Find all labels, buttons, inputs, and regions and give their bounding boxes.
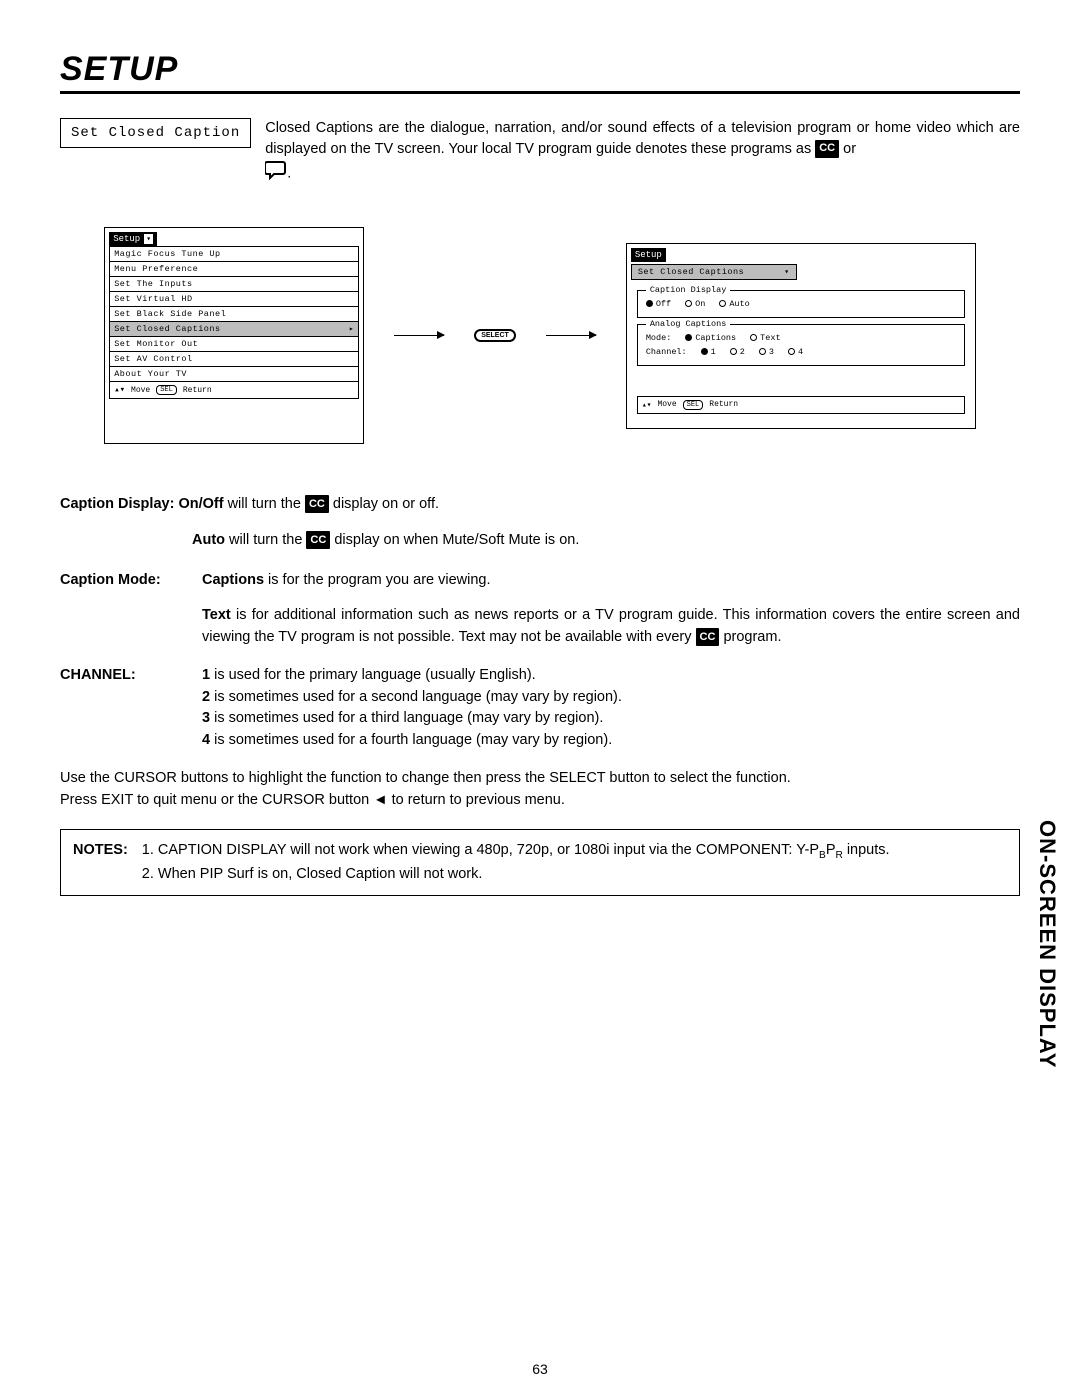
updown-icon: ▴▾ (642, 400, 652, 410)
caption-mode-block: Caption Mode: Captions is for the progra… (60, 570, 1020, 649)
radio-filled-icon (685, 334, 692, 341)
radio-ch2: 2 (730, 347, 745, 357)
osd-item: Set Virtual HD (110, 292, 358, 307)
ch-line-bold: 1 (202, 667, 210, 683)
ch-line-bold: 2 (202, 689, 210, 705)
osd-item: Set Monitor Out (110, 337, 358, 352)
cc-badge-icon: CC (696, 628, 720, 647)
radio-empty-icon (759, 348, 766, 355)
osd-left-panel: Setup▾ Magic Focus Tune Up Menu Preferen… (104, 227, 364, 444)
diagram-row: Setup▾ Magic Focus Tune Up Menu Preferen… (60, 227, 1020, 444)
radio-filled-icon (646, 300, 653, 307)
note1: 1. CAPTION DISPLAY will not work when vi… (142, 840, 1007, 864)
osd-right-sub: Set Closed Captions▾ (631, 264, 797, 280)
onoff-bold: On/Off (178, 496, 223, 512)
cc-badge-icon: CC (815, 140, 839, 158)
mode-label: Mode: (646, 333, 672, 343)
channel-block: CHANNEL: 1 is used for the primary langu… (60, 665, 1020, 752)
ch-line-text: is sometimes used for a fourth language … (210, 732, 612, 748)
caption-display-label: Caption Display: (60, 496, 174, 512)
analog-captions-fieldset: Analog Captions Mode: Captions Text Chan… (637, 324, 965, 366)
caption-mode-label: Caption Mode: (60, 570, 190, 649)
captions-bold: Captions (202, 572, 264, 588)
osd-item-highlighted: Set Closed Captions▸ (110, 322, 358, 337)
caption-display-fieldset: Caption Display Off On Auto (637, 290, 965, 318)
osd-item: Set AV Control (110, 352, 358, 367)
notes-list: 1. CAPTION DISPLAY will not work when vi… (142, 840, 1007, 885)
instructions: Use the CURSOR buttons to highlight the … (60, 768, 1020, 812)
radio-empty-icon (750, 334, 757, 341)
instr2: Press EXIT to quit menu or the CURSOR bu… (60, 790, 1020, 812)
notes-label: NOTES: (73, 840, 128, 885)
intro-text: Closed Captions are the dialogue, narrat… (265, 118, 1020, 187)
radio-empty-icon (685, 300, 692, 307)
intro-period: . (287, 165, 291, 181)
notes-box: NOTES: 1. CAPTION DISPLAY will not work … (60, 829, 1020, 896)
radio-text: Text (750, 333, 780, 343)
radio-ch4: 4 (788, 347, 803, 357)
fieldset-legend: Analog Captions (646, 319, 731, 329)
text-text2: program. (723, 629, 781, 645)
radio-empty-icon (788, 348, 795, 355)
osd-right-panel: Setup Set Closed Captions▾ Caption Displ… (626, 243, 976, 429)
page-number: 63 (532, 1361, 548, 1377)
side-tab: ON-SCREEN DISPLAY (1034, 820, 1060, 1068)
intro-or: or (843, 141, 856, 157)
speech-bubble-icon (265, 160, 287, 187)
arrow-icon (546, 335, 596, 336)
osd-left-title: Setup▾ (109, 232, 157, 246)
page-title: SETUP (60, 50, 1020, 94)
radio-auto: Auto (719, 299, 749, 309)
onoff-text2: display on or off. (333, 496, 439, 512)
intro-p1: Closed Captions are the dialogue, narrat… (265, 120, 1020, 157)
note2: 2. When PIP Surf is on, Closed Caption w… (142, 864, 1007, 885)
select-chip: SELECT (474, 329, 516, 342)
osd-left-menu: Magic Focus Tune Up Menu Preference Set … (109, 246, 359, 382)
cc-badge-icon: CC (305, 495, 329, 514)
auto-bold: Auto (192, 532, 225, 548)
auto-text2: display on when Mute/Soft Mute is on. (334, 532, 579, 548)
chevron-down-icon: ▾ (144, 234, 153, 244)
text-text1: is for additional information such as ne… (202, 607, 1020, 645)
osd-right-title: Setup (631, 248, 666, 262)
osd-item: About Your TV (110, 367, 358, 381)
updown-icon: ▴▾ (114, 385, 125, 395)
captions-text: is for the program you are viewing. (264, 572, 490, 588)
sel-pill-icon: SEL (683, 400, 704, 410)
chevron-down-icon: ▾ (784, 267, 789, 277)
cc-badge-icon: CC (306, 531, 330, 550)
radio-ch1: 1 (701, 347, 716, 357)
intro-row: Set Closed Caption Closed Captions are t… (60, 118, 1020, 187)
section-label: Set Closed Caption (60, 118, 251, 148)
auto-text1: will turn the (225, 532, 306, 548)
ch-line-text: is used for the primary language (usuall… (210, 667, 536, 683)
radio-filled-icon (701, 348, 708, 355)
radio-captions: Captions (685, 333, 736, 343)
sel-pill-icon: SEL (156, 385, 177, 395)
ch-line-bold: 4 (202, 732, 210, 748)
ch-line-bold: 3 (202, 710, 210, 726)
channel-label: Channel: (646, 347, 687, 357)
osd-item: Magic Focus Tune Up (110, 247, 358, 262)
chevron-right-icon: ▸ (349, 324, 354, 334)
caption-display-block: Caption Display: On/Off will turn the CC… (60, 494, 1020, 552)
radio-on: On (685, 299, 705, 309)
ch-line-text: is sometimes used for a second language … (210, 689, 622, 705)
osd-item: Set The Inputs (110, 277, 358, 292)
radio-empty-icon (719, 300, 726, 307)
osd-item: Set Black Side Panel (110, 307, 358, 322)
ch-line-text: is sometimes used for a third language (… (210, 710, 603, 726)
radio-off: Off (646, 299, 671, 309)
arrow-icon (394, 335, 444, 336)
channel-label: CHANNEL: (60, 665, 190, 752)
osd-left-footer: ▴▾Move SELReturn (109, 382, 359, 399)
osd-item: Menu Preference (110, 262, 358, 277)
onoff-text1: will turn the (224, 496, 305, 512)
text-bold: Text (202, 607, 231, 623)
radio-ch3: 3 (759, 347, 774, 357)
instr1: Use the CURSOR buttons to highlight the … (60, 768, 1020, 790)
radio-empty-icon (730, 348, 737, 355)
fieldset-legend: Caption Display (646, 285, 731, 295)
osd-right-footer: ▴▾Move SELReturn (637, 396, 965, 414)
